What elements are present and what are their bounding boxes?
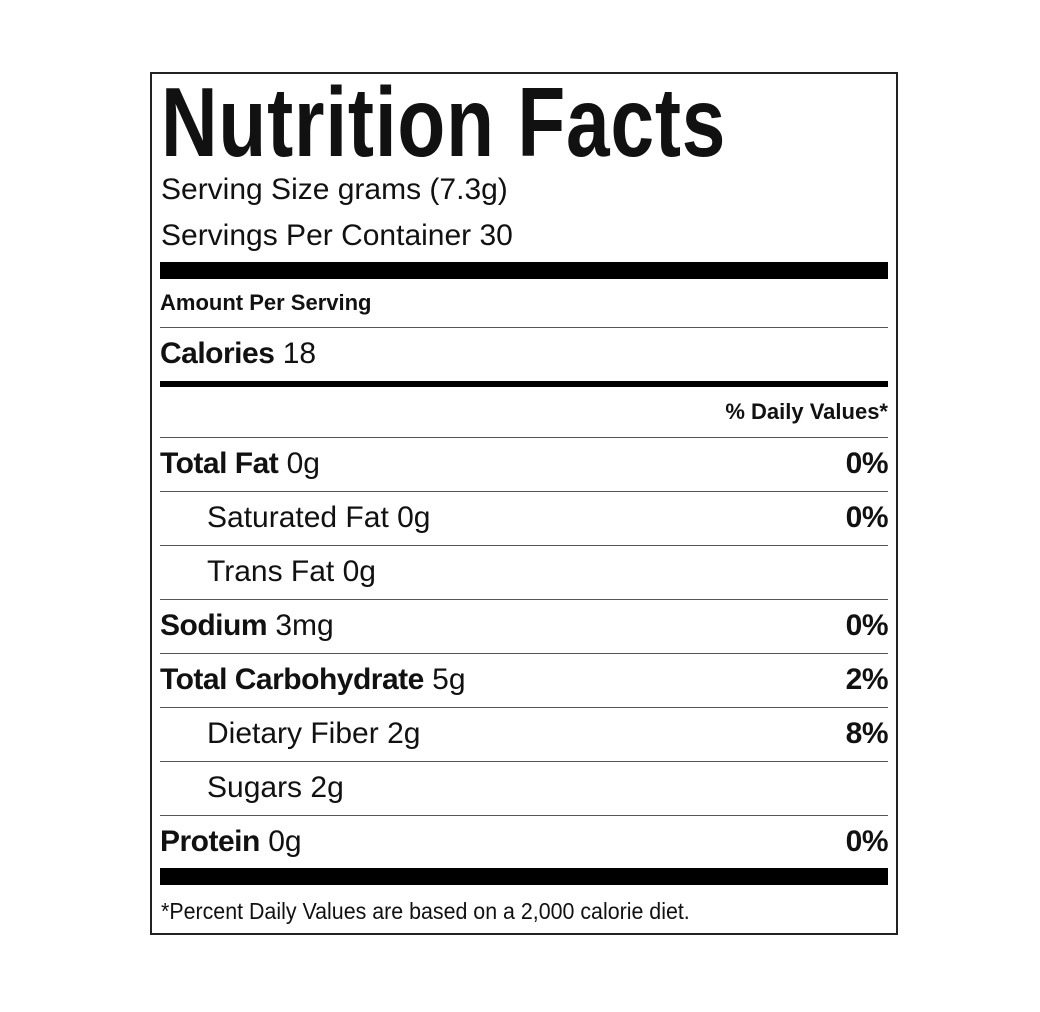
nutrient-amount: 2g [310, 771, 344, 804]
thick-divider [160, 262, 888, 279]
nutrient-label: Protein [160, 825, 260, 858]
divider [160, 599, 888, 600]
nutrient-amount: 0g [342, 555, 376, 588]
divider [160, 437, 888, 438]
divider [160, 653, 888, 654]
thick-divider [160, 868, 888, 885]
nutrient-label: Total Fat [160, 447, 279, 480]
nutrient-row: Sugars 2g [160, 762, 888, 814]
divider [160, 707, 888, 708]
nutrient-row: Trans Fat 0g [160, 546, 888, 598]
footnote: *Percent Daily Values are based on a 2,0… [161, 898, 690, 924]
nutrient-daily-value: 0% [845, 609, 889, 642]
amount-per-serving: Amount Per Serving [160, 290, 372, 315]
daily-values-header-row: % Daily Values* [160, 390, 888, 434]
divider [160, 815, 888, 816]
nutrient-label: Trans Fat [207, 555, 335, 588]
nutrient-row: Dietary Fiber 2g 8% [160, 708, 889, 760]
amount-per-serving-row: Amount Per Serving [160, 282, 888, 324]
servings-per-container: Servings Per Container 30 [161, 219, 513, 252]
nutrition-label [150, 72, 898, 935]
nutrient-amount: 2g [387, 717, 421, 750]
nutrient-label: Dietary Fiber [207, 717, 379, 750]
nutrient-label: Sugars [207, 771, 303, 804]
nutrient-row: Sodium 3mg 0% [160, 600, 889, 652]
divider [160, 761, 888, 762]
label-title: Nutrition Facts [161, 67, 727, 177]
calories-label: Calories [160, 337, 275, 370]
nutrient-amount: 5g [432, 663, 466, 696]
calories-row: Calories 18 [160, 329, 888, 379]
divider [160, 545, 888, 546]
calories-value: 18 [282, 337, 317, 370]
nutrient-daily-value: 0% [845, 447, 889, 480]
nutrient-amount: 0g [397, 501, 431, 534]
nutrient-row: Protein 0g 0% [160, 816, 889, 868]
nutrient-label: Saturated Fat [207, 501, 389, 534]
serving-size: Serving Size grams (7.3g) [161, 173, 508, 206]
nutrient-amount: 0g [268, 825, 302, 858]
divider [160, 327, 888, 328]
nutrient-amount: 0g [286, 447, 320, 480]
nutrient-amount: 3mg [275, 609, 334, 642]
nutrient-row: Total Carbohydrate 5g 2% [160, 654, 889, 706]
nutrient-row: Saturated Fat 0g 0% [160, 492, 889, 544]
divider [160, 491, 888, 492]
nutrient-label: Sodium [160, 609, 268, 642]
nutrient-daily-value: 8% [845, 717, 889, 750]
nutrient-daily-value: 0% [845, 825, 889, 858]
medium-divider [160, 381, 888, 387]
nutrient-label: Total Carbohydrate [160, 663, 424, 696]
daily-values-header: % Daily Values* [725, 399, 888, 424]
nutrient-daily-value: 2% [845, 663, 889, 696]
nutrient-row: Total Fat 0g 0% [160, 438, 889, 490]
nutrient-daily-value: 0% [845, 501, 889, 534]
